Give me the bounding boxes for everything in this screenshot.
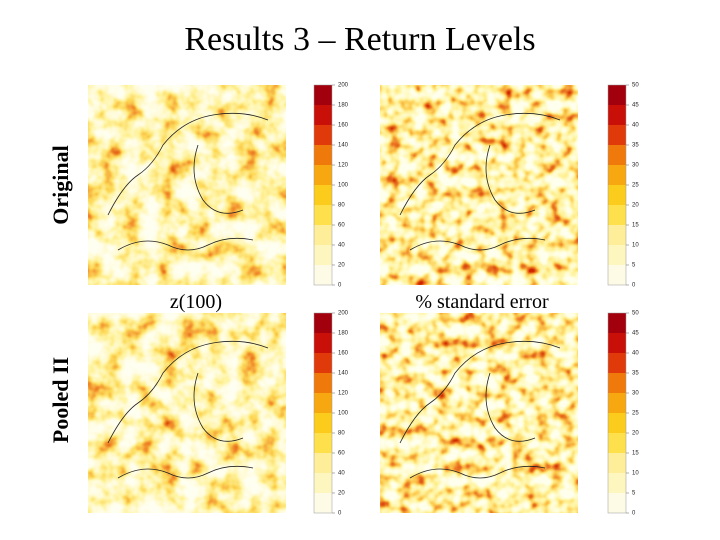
colorbar-bin [608,165,626,185]
colorbar-label: 100 [338,411,349,417]
colorbar-bin [608,433,626,453]
coastline [107,112,269,251]
colorbar-bin [608,225,626,245]
column-label: z(100) [170,291,222,313]
coastline [399,112,561,251]
colorbar-label: 30 [632,163,639,169]
colorbar-label: 10 [632,243,639,249]
colorbar-label: 200 [338,311,349,317]
colorbar-label: 5 [632,263,636,269]
colorbar-label: 45 [632,103,639,109]
colorbar-label: 0 [338,283,342,289]
colorbar-label: 40 [338,243,345,249]
map-panel [380,85,578,285]
colorbar-label: 35 [632,143,639,149]
colorbar-label: 60 [338,451,345,457]
colorbar-label: 20 [632,431,639,437]
colorbar-label: 0 [632,283,636,289]
colorbar-label: 20 [338,491,345,497]
colorbar-label: 80 [338,431,345,437]
coastline [107,340,269,479]
map-panel [88,313,286,513]
colorbar-bin [314,313,332,333]
colorbar-bin [608,413,626,433]
colorbar-label: 80 [338,203,345,209]
colorbar-label: 30 [632,391,639,397]
colorbar-bin [314,353,332,373]
colorbar-bin [608,473,626,493]
colorbar-bin [314,433,332,453]
colorbar-label: 40 [338,471,345,477]
colorbar-label: 120 [338,163,349,169]
colorbar-bin [608,145,626,165]
colorbar-bin [314,245,332,265]
colorbar-label: 120 [338,391,349,397]
colorbar-bin [608,493,626,513]
colorbar-label: 200 [338,83,349,89]
colorbar-bin [608,85,626,105]
colorbar-label: 10 [632,471,639,477]
map-panel [380,313,578,513]
colorbar-label: 60 [338,223,345,229]
colorbar-label: 20 [632,203,639,209]
colorbar-label: 0 [632,511,636,517]
colorbar-bin [314,265,332,285]
colorbar-bin [314,453,332,473]
colorbar-bin [314,493,332,513]
colorbar-bin [608,393,626,413]
colorbar-bin [608,185,626,205]
colorbar-label: 40 [632,351,639,357]
colorbar-label: 160 [338,351,349,357]
colorbar-label: 0 [338,511,342,517]
colorbar-bin [314,413,332,433]
colorbar-bin [314,125,332,145]
colorbar-bin [314,185,332,205]
panels: 0204060801001201401601802000510152025303… [88,83,639,517]
colorbar-label: 140 [338,143,349,149]
colorbar-bin [608,313,626,333]
colorbar-bin [314,373,332,393]
colorbar-bin [608,265,626,285]
colorbar-label: 50 [632,311,639,317]
colorbar-bin [314,473,332,493]
row-label: Pooled II [48,357,73,443]
colorbar-label: 180 [338,103,349,109]
colorbar-bin [608,105,626,125]
colorbar-label: 180 [338,331,349,337]
colorbar-label: 25 [632,411,639,417]
row-label: Original [48,145,73,224]
colorbar-bin [608,453,626,473]
colorbar-label: 40 [632,123,639,129]
colorbar-bin [314,105,332,125]
slide-title: Results 3 – Return Levels [184,21,535,58]
colorbar-label: 50 [632,83,639,89]
colorbar-bin [314,85,332,105]
colorbar-label: 5 [632,491,636,497]
colorbar-bin [314,333,332,353]
colorbar-label: 15 [632,451,639,457]
colorbar-bin [608,245,626,265]
colorbar-bin [314,165,332,185]
colorbar-bin [314,145,332,165]
colorbar-label: 160 [338,123,349,129]
column-label: % standard error [415,291,549,313]
map-panel [88,85,286,285]
colorbar-label: 25 [632,183,639,189]
colorbar-bin [314,225,332,245]
colorbar-bin [314,393,332,413]
colorbar-bin [608,373,626,393]
colorbar-label: 15 [632,223,639,229]
colorbar-label: 100 [338,183,349,189]
coastline [399,340,561,479]
colorbar-label: 20 [338,263,345,269]
colorbar-bin [608,205,626,225]
colorbar-bin [608,353,626,373]
colorbar-label: 45 [632,331,639,337]
colorbar-label: 35 [632,371,639,377]
colorbar-label: 140 [338,371,349,377]
colorbar-bin [608,125,626,145]
colorbar-bin [314,205,332,225]
colorbar-bin [608,333,626,353]
